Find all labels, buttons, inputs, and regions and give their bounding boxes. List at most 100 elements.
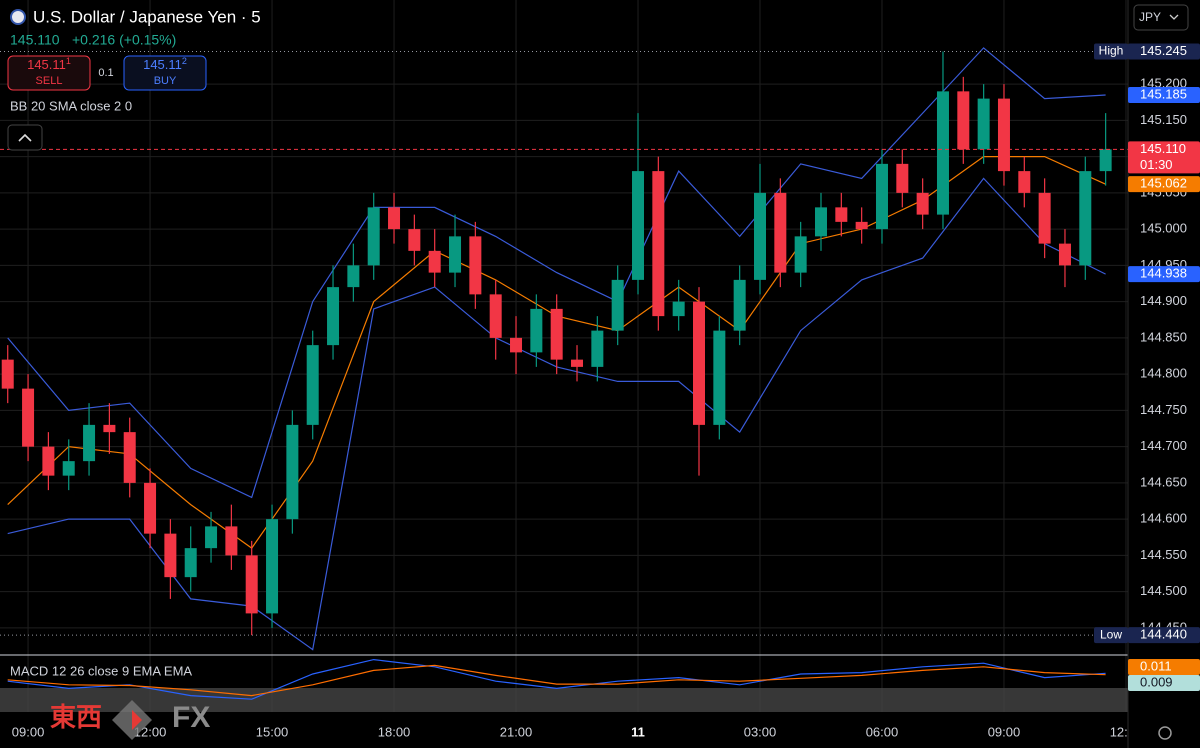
y-tick-label: 144.750 bbox=[1140, 402, 1187, 417]
x-tick-label: 09:00 bbox=[12, 724, 45, 739]
collapse-icon[interactable] bbox=[18, 133, 32, 142]
price-marker bbox=[1128, 266, 1200, 283]
candle-body bbox=[469, 236, 482, 295]
sell-pip[interactable]: 1 bbox=[66, 56, 71, 66]
candle-body bbox=[774, 192, 787, 273]
watermark-diamond-accent bbox=[132, 710, 142, 730]
candle-body bbox=[1, 359, 14, 389]
y-tick-label: 145.150 bbox=[1140, 112, 1187, 127]
last-price: 145.110 bbox=[10, 32, 60, 48]
currency-button[interactable] bbox=[1133, 4, 1189, 31]
y-tick-label: 144.650 bbox=[1140, 474, 1187, 489]
candle-body bbox=[489, 294, 502, 338]
price-marker-label: 145.185 bbox=[1140, 86, 1187, 101]
candle-body bbox=[530, 308, 543, 353]
symbol-title: U.S. Dollar / Japanese Yen · 5 bbox=[33, 7, 261, 26]
candle-body bbox=[936, 91, 949, 215]
candle-body bbox=[632, 171, 645, 280]
y-tick-label: 145.200 bbox=[1140, 76, 1187, 91]
candle-body bbox=[428, 250, 441, 273]
candle-body bbox=[388, 207, 401, 230]
candle-body bbox=[266, 519, 279, 614]
candle-body bbox=[103, 424, 116, 433]
sell-label[interactable]: SELL bbox=[36, 75, 63, 87]
sell-price[interactable]: 145.111 bbox=[27, 56, 71, 72]
signal-line bbox=[7, 664, 1106, 697]
candle-body bbox=[571, 359, 584, 367]
candle-body bbox=[977, 98, 990, 150]
x-tick-label: 21:00 bbox=[500, 724, 533, 739]
buy-price[interactable]: 145.112 bbox=[143, 56, 187, 72]
candle-body bbox=[62, 461, 75, 476]
candle-body bbox=[205, 526, 218, 549]
price-change: +0.216 (+0.15%) bbox=[72, 32, 176, 48]
candle-body bbox=[672, 301, 685, 317]
price-marker-label: 145.110 bbox=[1140, 141, 1186, 156]
candle-body bbox=[1058, 243, 1071, 266]
candle-body bbox=[347, 265, 360, 288]
candle-body bbox=[550, 308, 563, 360]
currency-chevron[interactable] bbox=[1169, 14, 1179, 20]
candle-body bbox=[794, 236, 807, 273]
price-marker-label: 144.440 bbox=[1140, 627, 1187, 642]
macd-marker-label: 0.011 bbox=[1140, 658, 1172, 673]
buy-label[interactable]: BUY bbox=[154, 75, 177, 87]
macd-marker bbox=[1128, 659, 1200, 675]
price-marker-name-box bbox=[1094, 43, 1128, 60]
price-marker bbox=[1128, 141, 1200, 174]
price-marker-label: 145.245 bbox=[1140, 43, 1187, 58]
candle-body bbox=[449, 236, 462, 273]
x-tick-label: 11 bbox=[631, 724, 645, 739]
price-marker bbox=[1128, 43, 1200, 60]
candle-body bbox=[957, 91, 970, 150]
macd-watermark-band bbox=[0, 688, 1128, 712]
settings-icon[interactable] bbox=[1158, 726, 1172, 740]
y-tick-label: 144.600 bbox=[1140, 511, 1187, 526]
countdown: 01:30 bbox=[1140, 157, 1173, 172]
buy-price-main[interactable]: 145.11 bbox=[143, 57, 182, 72]
y-tick-label: 144.550 bbox=[1140, 547, 1187, 562]
price-marker bbox=[1128, 627, 1200, 644]
candle-body bbox=[225, 526, 238, 556]
currency-label[interactable]: JPY bbox=[1139, 10, 1161, 24]
candle-body bbox=[42, 446, 55, 476]
sell-button[interactable] bbox=[7, 55, 91, 91]
band-upper bbox=[7, 47, 1106, 499]
candle-body bbox=[611, 279, 624, 331]
candle-body bbox=[1038, 192, 1051, 244]
candle-body bbox=[753, 192, 766, 280]
candle-body bbox=[184, 548, 197, 578]
collapse-button[interactable] bbox=[7, 124, 43, 151]
candle-body bbox=[693, 301, 706, 425]
spread: 0.1 bbox=[98, 67, 113, 79]
buy-button[interactable] bbox=[123, 55, 207, 91]
candle-body bbox=[510, 337, 523, 353]
candle-body bbox=[997, 98, 1010, 172]
x-tick-label: 18:00 bbox=[378, 724, 411, 739]
indicator-label: BB 20 SMA close 2 0 bbox=[10, 98, 132, 113]
candle-body bbox=[855, 221, 868, 230]
sell-price-main[interactable]: 145.11 bbox=[27, 57, 66, 72]
candle-body bbox=[144, 482, 157, 534]
candle-body bbox=[1079, 171, 1092, 266]
candle-body bbox=[306, 345, 319, 425]
candle-body bbox=[916, 192, 929, 215]
x-tick-label: 03:00 bbox=[744, 724, 777, 739]
candle-body bbox=[164, 533, 177, 578]
y-tick-label: 144.850 bbox=[1140, 329, 1187, 344]
watermark-text: FX bbox=[172, 701, 210, 734]
price-marker-label: 145.062 bbox=[1140, 176, 1187, 191]
y-tick-label: 144.500 bbox=[1140, 583, 1187, 598]
candle-body bbox=[733, 279, 746, 331]
candle-body bbox=[22, 388, 35, 447]
macd-marker-label: 0.009 bbox=[1140, 674, 1173, 689]
x-tick-label: 09:00 bbox=[988, 724, 1021, 739]
buy-pip[interactable]: 2 bbox=[182, 56, 187, 66]
symbol-flag bbox=[10, 9, 26, 25]
overlay: U.S. Dollar / Japanese Yen · 5 145.110 +… bbox=[7, 4, 1189, 740]
candle-body bbox=[367, 207, 380, 266]
candle-body bbox=[591, 330, 604, 367]
candle-body bbox=[1099, 149, 1112, 172]
